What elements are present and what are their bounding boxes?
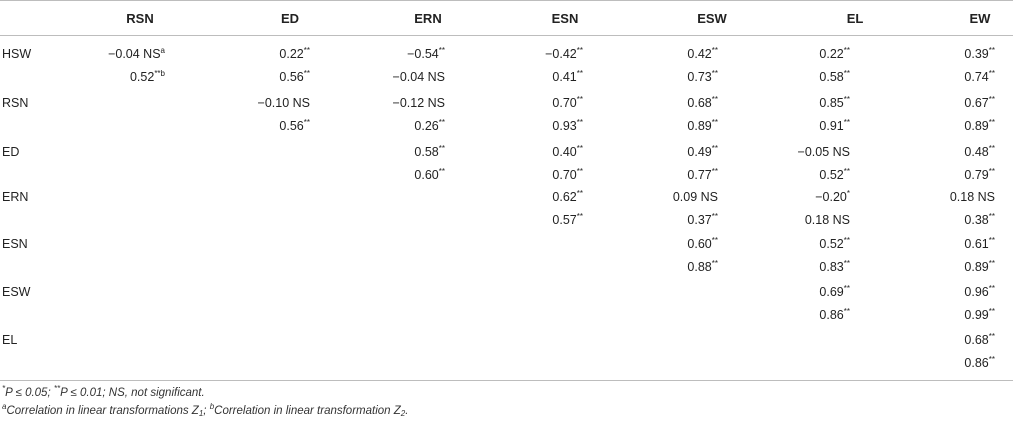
table-cell: 0.40** [552,144,583,160]
table-cell: 0.86** [819,307,850,323]
table-cell: 0.57** [552,212,583,228]
table-cell: 0.22** [279,46,310,62]
table-cell: 0.89** [964,118,995,134]
column-header-esw: ESW [697,11,727,26]
table-cell: −0.42** [545,46,583,62]
table-cell: −0.12 NS [392,96,445,110]
table-cell: 0.38** [964,212,995,228]
table-cell: 0.22** [819,46,850,62]
table-cell: 0.60** [687,236,718,252]
header-rule [0,35,1013,36]
table-cell: −0.04 NS [392,70,445,84]
table-cell: 0.56** [279,118,310,134]
table-cell: 0.18 NS [949,190,995,204]
table-cell: 0.39** [964,46,995,62]
table-cell: 0.42** [687,46,718,62]
table-cell: 0.58** [819,69,850,85]
table-cell: 0.70** [552,95,583,111]
table-cell: 0.09 NS [672,190,718,204]
table-cell: −0.54** [407,46,445,62]
table-cell: 0.41** [552,69,583,85]
bottom-rule [0,380,1013,381]
row-label-hsw: HSW [2,47,32,61]
table-cell: 0.26** [414,118,445,134]
column-header-el: EL [846,11,864,26]
table-cell: 0.91** [819,118,850,134]
row-label-esw: ESW [2,285,31,299]
table-cell: 0.99** [964,307,995,323]
table-cell: 0.62** [552,189,583,205]
table-cell: 0.61** [964,236,995,252]
table-cell: 0.88** [687,259,718,275]
table-cell: 0.68** [687,95,718,111]
table-cell: 0.85** [819,95,850,111]
table-cell: 0.89** [964,259,995,275]
top-rule [0,0,1013,1]
table-cell: 0.93** [552,118,583,134]
table-cell: 0.74** [964,69,995,85]
column-header-ern: ERN [414,11,442,26]
table-cell: 0.52** [819,236,850,252]
table-cell: 0.69** [819,284,850,300]
table-cell: 0.58** [414,144,445,160]
row-label-ed: ED [2,145,20,159]
row-label-rsn: RSN [2,96,29,110]
row-label-el: EL [2,333,18,347]
footnote-transformations: aCorrelation in linear transformations Z… [2,402,409,418]
column-header-rsn: RSN [126,11,154,26]
table-cell: 0.77** [687,167,718,183]
table-cell: −0.04 NSa [108,46,165,62]
table-cell: 0.79** [964,167,995,183]
table-cell: 0.86** [964,355,995,371]
table-cell: 0.52** [819,167,850,183]
table-cell: 0.48** [964,144,995,160]
table-cell: 0.37** [687,212,718,228]
table-cell: −0.20* [815,189,850,205]
table-cell: 0.18 NS [804,213,850,227]
column-header-ed: ED [280,11,300,26]
table-cell: −0.10 NS [257,96,310,110]
table-cell: 0.60** [414,167,445,183]
footnote-significance: *P ≤ 0.05; **P ≤ 0.01; NS, not significa… [2,384,205,400]
table-cell: 0.67** [964,95,995,111]
table-cell: 0.49** [687,144,718,160]
column-header-esn: ESN [551,11,579,26]
table-cell: 0.70** [552,167,583,183]
table-cell: 0.68** [964,332,995,348]
table-cell: 0.89** [687,118,718,134]
row-label-ern: ERN [2,190,29,204]
table-cell: 0.56** [279,69,310,85]
column-header-ew: EW [969,11,991,26]
table-cell: −0.05 NS [797,145,850,159]
table-cell: 0.96** [964,284,995,300]
table-cell: 0.52**b [129,69,165,85]
table-cell: 0.83** [819,259,850,275]
row-label-esn: ESN [2,237,28,251]
table-cell: 0.73** [687,69,718,85]
